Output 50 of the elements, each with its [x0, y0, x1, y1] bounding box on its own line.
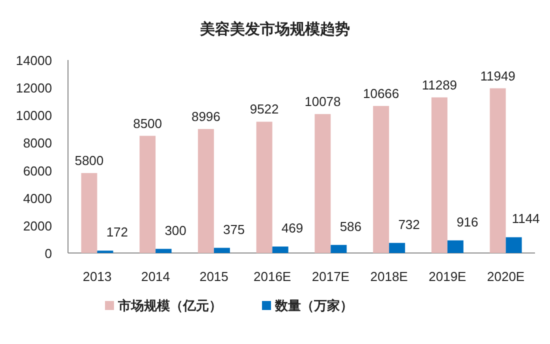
- bar: [431, 97, 448, 253]
- data-label: 10666: [362, 86, 400, 101]
- bar: [140, 136, 156, 253]
- data-label: 9522: [250, 102, 279, 117]
- bar: [81, 173, 98, 253]
- chart-title: 美容美发市场规模趋势: [199, 20, 350, 38]
- y-tick-label: 14000: [16, 53, 52, 68]
- data-label: 375: [223, 222, 245, 237]
- y-tick-label: 8000: [23, 136, 52, 151]
- x-tick-label: 2016E: [254, 269, 292, 284]
- data-label: 11289: [422, 77, 458, 92]
- bar: [506, 237, 522, 253]
- legend-label: 数量（万家）: [274, 298, 353, 313]
- data-label: 5800: [74, 153, 104, 168]
- bar: [214, 248, 230, 253]
- y-tick-label: 12000: [16, 80, 52, 96]
- y-tick-label: 4000: [23, 190, 52, 206]
- data-label: 10078: [304, 94, 341, 110]
- x-tick-label: 2017E: [312, 269, 350, 284]
- data-label: 11949: [480, 68, 516, 84]
- data-label: 469: [281, 220, 304, 236]
- y-tick-label: 10000: [16, 108, 52, 124]
- data-label: 300: [164, 222, 186, 238]
- x-tick-label: 2019E: [428, 269, 467, 284]
- bar: [256, 122, 272, 253]
- bar: [373, 106, 390, 253]
- x-tick-label: 2014: [141, 269, 170, 284]
- legend-label: 市场规模（亿元）: [117, 298, 222, 313]
- bar: [389, 242, 406, 253]
- data-label: 1144: [512, 211, 540, 226]
- y-tick-label: 0: [44, 246, 52, 261]
- bar: [314, 114, 331, 253]
- data-label: 8500: [133, 116, 162, 131]
- data-label: 172: [106, 224, 128, 240]
- data-label: 586: [340, 218, 362, 234]
- data-label: 8996: [191, 108, 220, 124]
- bar: [272, 246, 288, 253]
- data-label: 732: [398, 216, 420, 232]
- data-label: 916: [456, 214, 478, 230]
- x-tick-label: 2015: [199, 269, 228, 284]
- x-tick-label: 2013: [82, 269, 112, 284]
- y-tick-label: 2000: [23, 218, 52, 234]
- x-tick-label: 2018E: [370, 269, 408, 284]
- bar: [156, 248, 172, 253]
- y-tick-label: 6000: [23, 163, 52, 178]
- bar: [447, 240, 464, 253]
- bar: [198, 128, 214, 253]
- x-tick-label: 2020E: [487, 269, 525, 284]
- bar: [490, 88, 506, 253]
- bar: [330, 244, 347, 253]
